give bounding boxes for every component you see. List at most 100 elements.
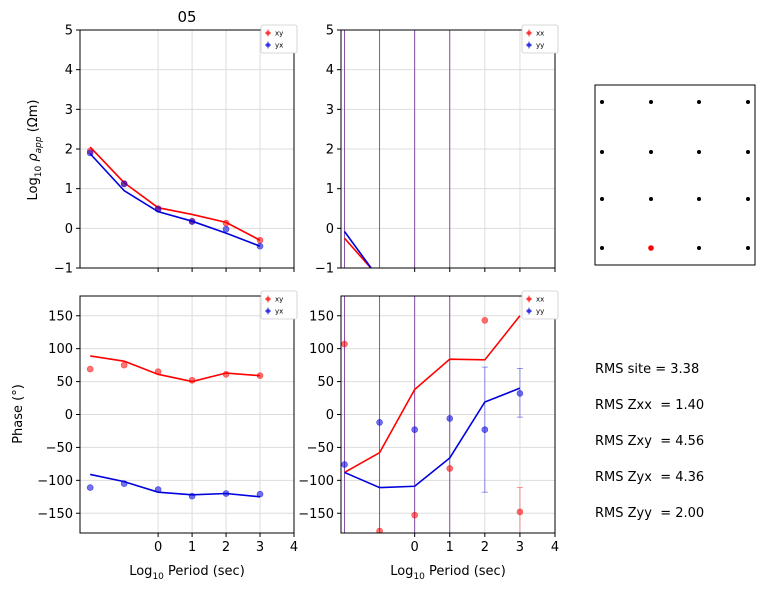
ytick-label: 4 [65,63,73,78]
station-marker [746,246,750,250]
data-point-yy [376,419,383,426]
legend-marker-yy [526,42,532,48]
legend-label-yy: yy [536,308,544,316]
xtick-label: 2 [222,540,230,555]
period-xlabel-right: Log10 Period (sec) [390,564,506,582]
resistivity-ylabel: Log10 ρapp (Ωm) [26,100,44,201]
ytick-label: 2 [326,143,334,158]
ytick-label: 1 [65,182,73,197]
xtick-label: 3 [256,540,264,555]
plot-area [86,146,264,250]
ytick-label: 50 [56,375,73,390]
plot-area [86,355,264,500]
station-map-frame [594,84,756,266]
ytick-label: 0 [326,408,334,423]
ytick-label: 4 [326,63,334,78]
plot-area [343,231,373,268]
ytick-label: 5 [65,24,73,39]
model-line-yy [343,231,373,268]
xtick-label: 4 [551,540,559,555]
ytick-label: 100 [48,342,73,357]
station-marker [600,150,604,154]
station-marker [697,150,701,154]
xtick-label: 1 [188,540,196,555]
station-marker [697,246,701,250]
ytick-label: 0 [326,222,334,237]
data-point-xy [256,236,264,244]
ytick-label: 0 [65,408,73,423]
model-line-xx [344,315,521,474]
rms-site: RMS site = 3.38 [595,362,699,377]
legend-label-xx: xx [536,296,544,304]
station-marker [649,150,653,154]
rms-zyy: RMS Zyy = 2.00 [595,506,704,521]
legend-label-yx: yx [275,308,283,316]
station-marker-active [648,245,654,251]
ytick-label: 150 [48,309,73,324]
panel-phase-offdiagonal: −150 −100 −50 0 50 100 150 0 1 2 3 4 xy yx [37,290,298,555]
data-point-xy [154,368,162,376]
data-point-yx [120,480,128,487]
legend-label-xx: xx [536,30,544,38]
station-marker [649,100,653,104]
station-map [594,84,756,266]
data-point-yx [222,490,230,497]
phase-ylabel: Phase (°) [11,384,26,444]
station-marker [600,246,604,250]
station-marker [649,197,653,201]
station-marker [697,100,701,104]
data-point-yx [188,218,196,225]
data-point-yx [188,492,196,500]
station-marker [746,197,750,201]
model-line-xy [89,146,261,241]
ytick-label: −150 [298,507,334,522]
model-line-yx [90,473,261,498]
legend: xy yx [260,290,298,320]
model-line-yx [89,153,261,247]
data-point-xx [411,511,418,519]
data-point-xx [516,508,524,516]
ytick-label: 5 [326,24,334,39]
data-point-xy [120,361,128,369]
data-point-xy [86,365,94,373]
ytick-label: −1 [315,262,334,277]
ytick-label: 150 [309,309,334,324]
legend-marker-yx [265,42,271,48]
rms-summary: RMS site = 3.38 RMS Zxx = 1.40 RMS Zxy =… [595,362,704,521]
data-point-xx [376,527,383,533]
ytick-label: −50 [46,441,73,456]
legend-marker-yx [265,308,271,314]
data-point-xy [188,376,196,384]
legend-label-yy: yy [536,42,544,50]
xtick-label: 0 [411,540,419,555]
ytick-label: −100 [37,474,73,489]
legend: xx yy [521,24,559,54]
ytick-label: 3 [65,103,73,118]
ytick-label: 50 [317,375,334,390]
data-point-yx [256,242,264,250]
legend-marker-xx [526,30,532,36]
legend-marker-yy [526,308,532,314]
data-point-yy [411,426,418,433]
data-point-yx [154,205,162,213]
rms-zyx: RMS Zyx = 4.36 [595,470,704,485]
ytick-label: 0 [65,222,73,237]
xtick-label: 0 [154,540,162,555]
data-point-xx [446,465,454,472]
legend: xx yy [521,290,559,320]
data-point-xx [481,317,489,324]
panel-phase-diagonal: −150 −100 −50 0 50 100 150 0 1 2 3 4 xx yy [298,290,559,555]
panel-resistivity-offdiagonal: −1 0 1 2 3 4 5 xy yx [54,24,298,277]
data-point-yy [481,426,489,433]
rms-zxx: RMS Zxx = 1.40 [595,398,704,413]
data-point-yx [154,486,162,493]
ytick-label: −100 [298,474,334,489]
station-marker [697,197,701,201]
legend-label-yx: yx [275,42,283,50]
ytick-label: 3 [326,103,334,118]
ytick-label: −50 [307,441,334,456]
data-point-yx [222,225,230,233]
data-point-yx [256,490,264,498]
model-line-yy [344,387,521,489]
legend-label-xy: xy [275,296,283,304]
